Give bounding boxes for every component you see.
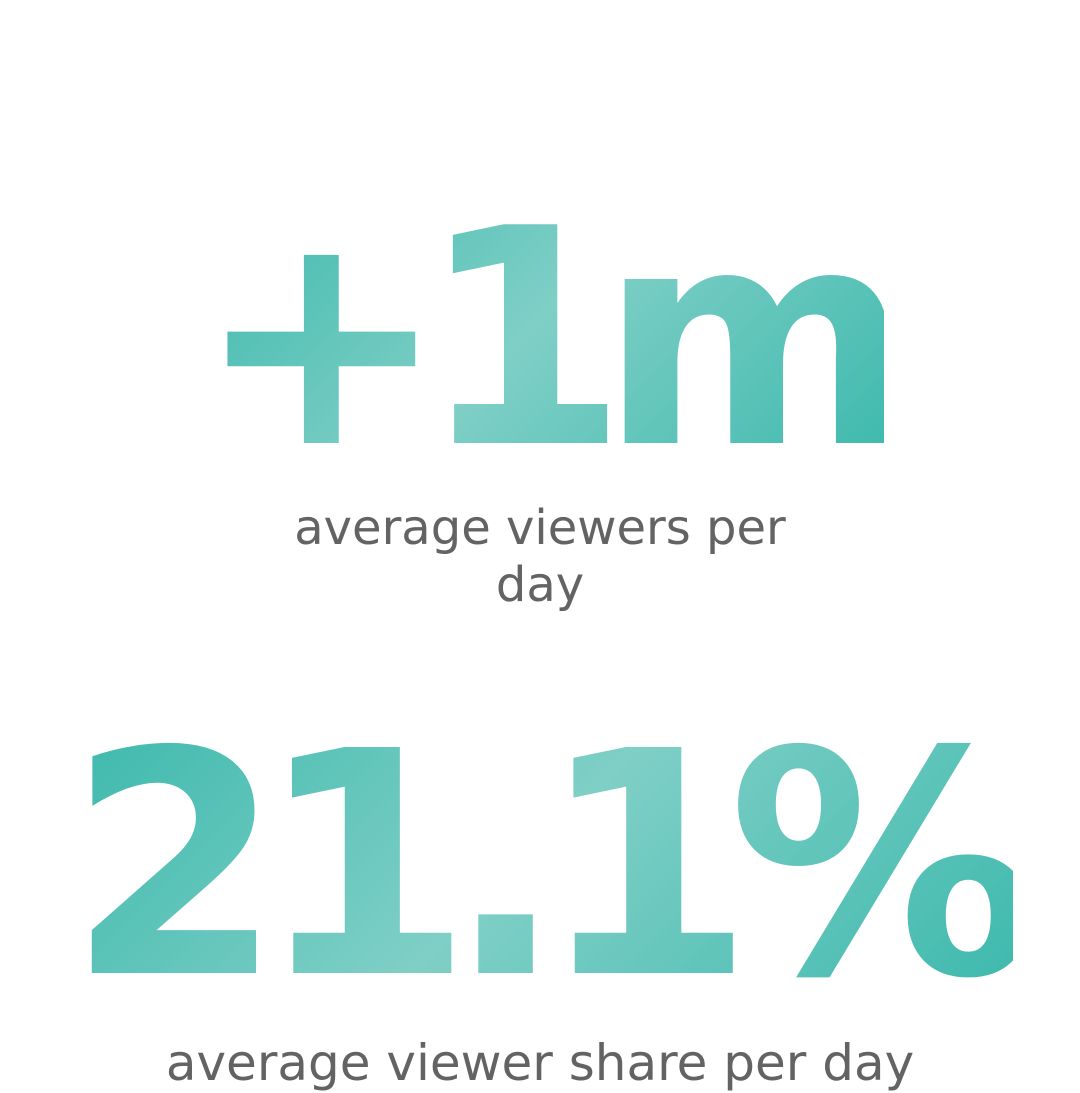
viewers-stat-value: +1m [195,165,913,514]
share-stat: 21.1% average viewer share per day [0,712,1080,1093]
viewers-stat-caption: average viewers per day [294,500,786,613]
share-stat-value: 21.1% [67,686,1038,1047]
viewers-stat: +1m average viewers per day [0,190,1080,613]
